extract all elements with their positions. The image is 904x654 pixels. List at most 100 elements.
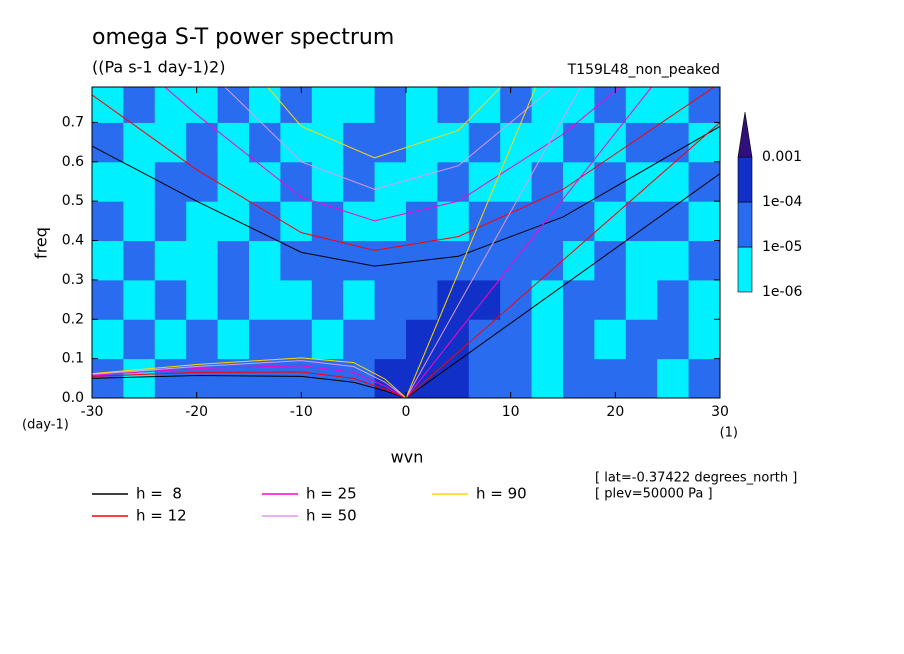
field-cell [280,279,313,320]
field-cell [500,122,533,163]
field-cell [594,201,627,242]
field-cell [468,358,501,398]
dispersion-curve [92,365,407,398]
field-cell [343,358,376,398]
field-cell [374,279,407,320]
field-cell [531,319,564,360]
colorbar-label: 1e-06 [762,284,802,300]
x-tick-label: -20 [185,404,208,420]
experiment-label: T159L48_non_peaked [567,62,720,78]
field-cell [594,161,627,202]
field-cell [468,319,501,360]
x-tick-label: -10 [290,404,313,420]
field-cell [92,87,124,123]
field-cell [468,240,501,281]
field-cell [563,122,595,163]
field-cell [280,201,313,242]
field-cell [249,122,281,163]
field-cell [625,240,658,281]
field-cell [657,122,690,163]
field-cell [343,161,376,202]
field-cell [468,161,501,202]
y-tick-label: 0.3 [62,272,84,288]
field-cell [186,122,219,163]
field-cell [625,319,658,360]
field-cell [531,358,564,398]
field-cell [594,319,627,360]
field-cell [92,122,124,163]
field-cell [437,122,470,163]
field-cell [123,240,156,281]
field-cell [500,240,533,281]
field-cell [217,122,250,163]
colorbar-segment [737,201,753,248]
field-cell [92,319,124,360]
field-cell [92,240,124,281]
y-tick-label: 0.1 [62,351,84,367]
dispersion-curve [405,87,653,398]
field-cell [154,201,187,242]
field-cell [531,161,564,202]
field-cell [688,240,720,281]
field-cell [688,87,720,123]
field-cell [249,161,281,202]
field-cell [688,201,720,242]
y-tick-label: 0.6 [62,154,84,170]
legend-label: h = 90 [476,485,527,503]
dispersion-curve [164,87,621,222]
field-cell [92,279,124,320]
x-tick-label: 30 [711,404,729,420]
field-cell [311,279,344,320]
field-cell [437,319,470,360]
field-cell [406,319,438,360]
field-cell [217,279,250,320]
x-tick-label: -30 [81,404,104,420]
field-cell [500,319,533,360]
colorbar-label: 1e-04 [762,194,802,210]
field-cell [154,240,187,281]
field-cell [123,87,156,123]
field-cell [249,87,281,123]
colorbar-segment [737,156,753,203]
field-cell [217,87,250,123]
field-cell [563,161,595,202]
field-cell [625,279,658,320]
field-cell [688,319,720,360]
dispersion-curve [224,87,555,190]
field-cell [217,319,250,360]
field-cell [657,240,690,281]
annotation: [ plev=50000 Pa ] [595,487,713,502]
annotation: [ lat=-0.37422 degrees_north ] [595,471,797,486]
legend-label: h = 8 [136,485,182,503]
legend-label: h = 50 [306,507,357,525]
field-cell [343,279,376,320]
field-cell [468,279,501,320]
field-cell [500,358,533,398]
field-cell [186,319,219,360]
field-cell [186,201,219,242]
chart-subtitle: ((Pa s-1 day-1)2) [92,58,225,77]
y-tick-label: 0.4 [62,233,84,249]
field-cell [280,161,313,202]
field-cell [374,87,407,123]
field-cell [563,240,595,281]
field-cell [343,201,376,242]
field-cell [625,358,658,398]
field-cell [563,279,595,320]
field-cell [280,319,313,360]
field-cell [249,279,281,320]
dispersion-curve [92,371,407,398]
field-cell [406,87,438,123]
field-cell [468,122,501,163]
field-cell [563,87,595,123]
field-cell [625,201,658,242]
field-cell [343,240,376,281]
field-cell [123,358,156,398]
y-tick-label: 0.0 [62,390,84,406]
y-unit: (day-1) [22,418,69,433]
legend-label: h = 25 [306,485,357,503]
field-cell [217,201,250,242]
field-cell [594,279,627,320]
field-cell [311,201,344,242]
field-cell [249,358,281,398]
